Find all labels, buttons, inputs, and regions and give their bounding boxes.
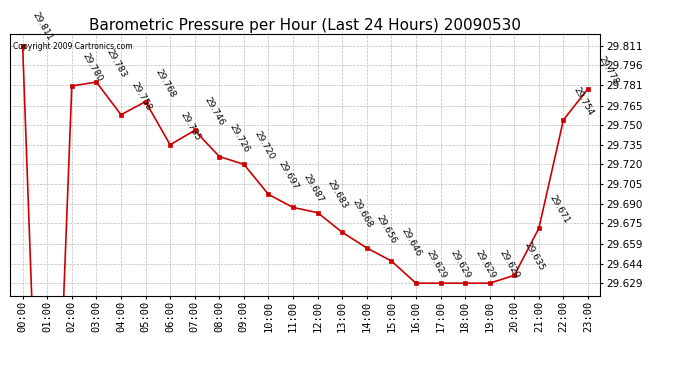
Text: 29.683: 29.683 [326, 178, 350, 210]
Text: 29.629: 29.629 [498, 249, 522, 280]
Text: 29.656: 29.656 [375, 213, 399, 245]
Text: 29.635: 29.635 [522, 241, 546, 273]
Title: Barometric Pressure per Hour (Last 24 Hours) 20090530: Barometric Pressure per Hour (Last 24 Ho… [89, 18, 522, 33]
Text: 29.290: 29.290 [0, 374, 1, 375]
Text: 29.671: 29.671 [547, 194, 571, 225]
Text: 29.811: 29.811 [31, 11, 55, 43]
Text: 29.746: 29.746 [203, 96, 226, 128]
Text: 29.720: 29.720 [253, 130, 276, 162]
Text: 29.629: 29.629 [473, 249, 497, 280]
Text: 29.783: 29.783 [105, 48, 128, 79]
Text: 29.629: 29.629 [449, 249, 473, 280]
Text: 29.629: 29.629 [424, 249, 448, 280]
Text: 29.687: 29.687 [302, 173, 325, 205]
Text: 29.646: 29.646 [400, 226, 423, 258]
Text: 29.735: 29.735 [179, 110, 202, 142]
Text: 29.668: 29.668 [351, 198, 374, 230]
Text: 29.697: 29.697 [277, 160, 300, 192]
Text: 29.754: 29.754 [572, 86, 595, 117]
Text: 29.758: 29.758 [129, 80, 153, 112]
Text: Copyright 2009 Cartronics.com: Copyright 2009 Cartronics.com [13, 42, 133, 51]
Text: 29.780: 29.780 [80, 51, 104, 83]
Text: 29.768: 29.768 [154, 67, 177, 99]
Text: 29.726: 29.726 [228, 122, 251, 154]
Text: 29.778: 29.778 [596, 54, 620, 86]
